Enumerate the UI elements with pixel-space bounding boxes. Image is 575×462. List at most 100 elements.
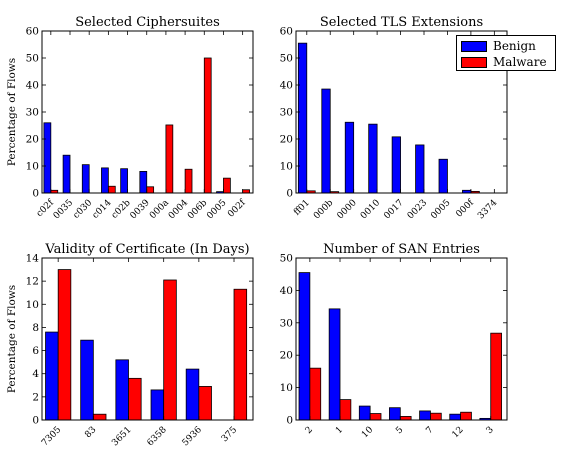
x-tick-label: 0010 xyxy=(359,198,382,221)
y-tick-label: 60 xyxy=(26,26,39,38)
bar-benign-c030 xyxy=(81,164,90,194)
plot-frame xyxy=(295,257,508,421)
x-tick-label: 000f xyxy=(454,198,476,220)
y-tick-label: 10 xyxy=(26,161,39,173)
x-tick-label: 12 xyxy=(451,425,466,440)
plot-frame xyxy=(41,30,254,194)
bar-benign-c02f xyxy=(43,122,52,194)
y-tick-label: 10 xyxy=(280,161,293,173)
bar-malware-3 xyxy=(490,332,502,421)
x-tick-label: 006b xyxy=(186,198,209,221)
bar-benign-0017 xyxy=(391,136,401,194)
x-tick-label: 0005 xyxy=(205,198,228,221)
x-tick-label: 5936 xyxy=(181,425,204,448)
x-tick-label: ff01 xyxy=(292,198,312,218)
legend-entry-benign: Benign xyxy=(461,39,536,53)
x-tick-label: 7305 xyxy=(40,425,63,448)
y-tick-label: 40 xyxy=(280,285,293,297)
y-tick-label: 0 xyxy=(286,188,293,200)
x-tick-label: 3374 xyxy=(476,198,499,221)
x-tick-label: c030 xyxy=(72,198,95,221)
bar-malware-5 xyxy=(399,416,412,421)
y-tick-label: 0 xyxy=(286,415,293,427)
x-tick-label: 3 xyxy=(485,425,496,436)
y-tick-label: 60 xyxy=(280,26,293,38)
y-tick-label: 20 xyxy=(280,350,293,362)
bar-malware-0005 xyxy=(223,177,231,194)
chart-panel-1: 0102030405060c02f0035c030c014c02b0039000… xyxy=(6,15,254,221)
bar-malware-006b xyxy=(203,57,212,194)
bar-malware-0004 xyxy=(184,168,193,194)
x-tick-label: 0017 xyxy=(382,198,405,221)
x-tick-label: 1 xyxy=(334,425,345,436)
y-tick-label: 12 xyxy=(26,276,39,288)
bar-benign-2 xyxy=(298,272,311,421)
bar-malware-c014 xyxy=(107,185,116,194)
chart-title: Selected TLS Extensions xyxy=(320,15,483,30)
bar-benign-0039 xyxy=(139,170,148,194)
bar-benign-10 xyxy=(358,405,371,421)
y-tick-label: 50 xyxy=(26,53,39,65)
y-tick-label: 6 xyxy=(32,345,39,357)
x-tick-label: 0005 xyxy=(429,198,452,221)
bar-malware-000a xyxy=(165,124,174,194)
y-tick-label: 8 xyxy=(32,322,39,334)
x-tick-label: 0039 xyxy=(129,198,152,221)
chart-title: Selected Ciphersuites xyxy=(75,15,220,30)
chart-panel-3: 0 2 4 6 8 10 12 14 7305 83 3651 6358 5936 375 Validity… xyxy=(6,242,254,448)
bar-benign-1 xyxy=(328,308,341,421)
y-tick-label: 30 xyxy=(280,107,293,119)
y-tick-label: 20 xyxy=(280,134,293,146)
x-tick-label: 000a xyxy=(148,198,171,221)
chart-title: Number of SAN Entries xyxy=(323,242,480,257)
bar-malware-83 xyxy=(92,413,107,421)
bar-benign-0005 xyxy=(438,158,448,194)
x-tick-label: 3651 xyxy=(110,425,133,448)
bar-benign-12 xyxy=(449,413,461,421)
legend-swatch-malware xyxy=(461,56,487,68)
bar-benign-0000 xyxy=(344,121,355,194)
chart-title: Validity of Certificate (In Days) xyxy=(44,242,249,257)
x-tick-label: c014 xyxy=(91,198,114,221)
x-tick-label: 000b xyxy=(312,198,335,221)
bar-malware-6358 xyxy=(163,279,177,421)
y-tick-label: 50 xyxy=(280,253,293,265)
y-tick-label: 0 xyxy=(32,188,39,200)
y-tick-label: 0 xyxy=(32,415,39,427)
x-tick-label: 10 xyxy=(360,425,375,440)
legend: Benign Malware xyxy=(456,35,556,71)
bar-malware-2 xyxy=(309,367,322,421)
bar-benign-0010 xyxy=(368,123,378,194)
x-tick-label: 6358 xyxy=(146,425,169,448)
bar-malware-5936 xyxy=(198,386,212,421)
bar-malware-7 xyxy=(430,412,442,421)
bar-benign-c014 xyxy=(101,167,109,194)
bar-benign-ff01 xyxy=(297,42,308,194)
x-tick-label: c02b xyxy=(110,198,133,221)
bar-benign-c02b xyxy=(120,168,128,194)
bar-benign-3651 xyxy=(115,359,129,421)
y-tick-label: 10 xyxy=(26,299,39,311)
legend-label-malware: Malware xyxy=(493,55,547,69)
legend-label-benign: Benign xyxy=(493,39,536,53)
plot-frame xyxy=(41,257,254,421)
bar-malware-0039 xyxy=(146,186,155,194)
bar-malware-12 xyxy=(460,411,472,421)
y-axis-label: Percentage of Flows xyxy=(6,58,18,166)
bar-benign-000b xyxy=(321,88,331,194)
bar-malware-7305 xyxy=(57,269,72,421)
x-tick-label: 0000 xyxy=(336,198,359,221)
y-tick-label: 50 xyxy=(280,53,293,65)
x-tick-label: 0035 xyxy=(52,198,75,221)
y-tick-label: 30 xyxy=(280,317,293,329)
bar-malware-10 xyxy=(369,413,382,421)
legend-entry-malware: Malware xyxy=(461,55,547,69)
y-tick-label: 20 xyxy=(26,134,39,146)
chart-panel-4: 0 10 20 30 40 50 2 1 10 5 7 12 3 Number of SAN Entrie… xyxy=(280,242,508,440)
y-axis-label: Percentage of Flows xyxy=(6,285,18,393)
bar-benign-83 xyxy=(80,339,94,421)
y-tick-label: 30 xyxy=(26,107,39,119)
bar-benign-7305 xyxy=(45,331,59,421)
legend-swatch-benign xyxy=(461,40,487,52)
